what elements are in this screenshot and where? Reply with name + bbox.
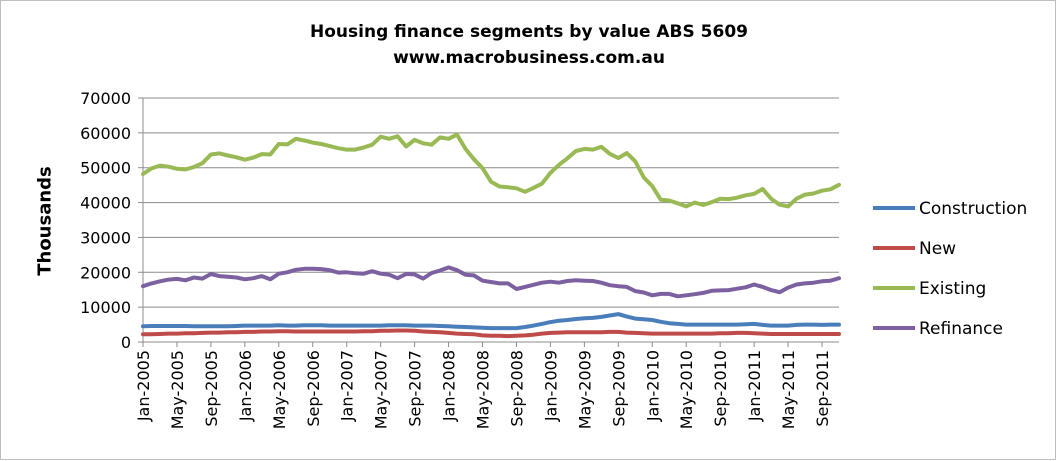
legend-label-construction: Construction — [919, 199, 1027, 219]
series-line-new — [141, 328, 841, 339]
x-tick-label: May-2008 — [474, 350, 493, 429]
legend-label-refinance: Refinance — [919, 319, 1003, 339]
x-tick-label: Jan-2011 — [745, 350, 764, 422]
x-tick-label: Jan-2009 — [541, 350, 560, 422]
y-tick-label: 40000 — [80, 194, 131, 213]
x-tick-label: Sep-2010 — [711, 350, 730, 427]
y-tick-label: 10000 — [80, 298, 131, 317]
legend-label-new: New — [919, 239, 956, 259]
legend-label-existing: Existing — [919, 279, 986, 299]
x-tick-label: Jan-2010 — [643, 350, 662, 422]
chart-title: Housing finance segments by value ABS 56… — [310, 22, 748, 42]
x-tick-label: May-2006 — [270, 350, 289, 429]
x-tick-label: Sep-2011 — [813, 350, 832, 427]
x-tick-label: Sep-2006 — [304, 350, 323, 427]
series-line-existing — [141, 132, 841, 209]
x-tick-label: Jan-2006 — [236, 350, 255, 422]
x-tick-label: May-2007 — [372, 350, 391, 429]
x-tick-label: Sep-2005 — [202, 350, 221, 427]
x-tick-label: May-2010 — [677, 350, 696, 429]
x-tick-label: May-2009 — [575, 350, 594, 429]
x-tick-label: Jan-2005 — [134, 350, 153, 422]
y-tick-label: 30000 — [80, 228, 131, 247]
x-tick-label: Jan-2007 — [338, 350, 357, 422]
chart-subtitle: www.macrobusiness.com.au — [393, 48, 665, 68]
x-tick-label: Jan-2008 — [440, 350, 459, 422]
chart-title-block: Housing finance segments by value ABS 56… — [1, 19, 1056, 71]
x-tick-label: Sep-2009 — [609, 350, 628, 427]
series-line-construction — [141, 312, 841, 331]
series-line-refinance — [141, 265, 841, 299]
x-tick-label: May-2005 — [168, 350, 187, 429]
x-tick-label: May-2011 — [779, 350, 798, 429]
y-tick-label: 70000 — [80, 89, 131, 108]
y-tick-label: 60000 — [80, 124, 131, 143]
x-tick-label: Sep-2008 — [507, 350, 526, 427]
y-tick-label: 20000 — [80, 263, 131, 282]
y-tick-label: 50000 — [80, 159, 131, 178]
y-tick-label: 0 — [121, 333, 131, 352]
x-tick-label: Sep-2007 — [406, 350, 425, 427]
